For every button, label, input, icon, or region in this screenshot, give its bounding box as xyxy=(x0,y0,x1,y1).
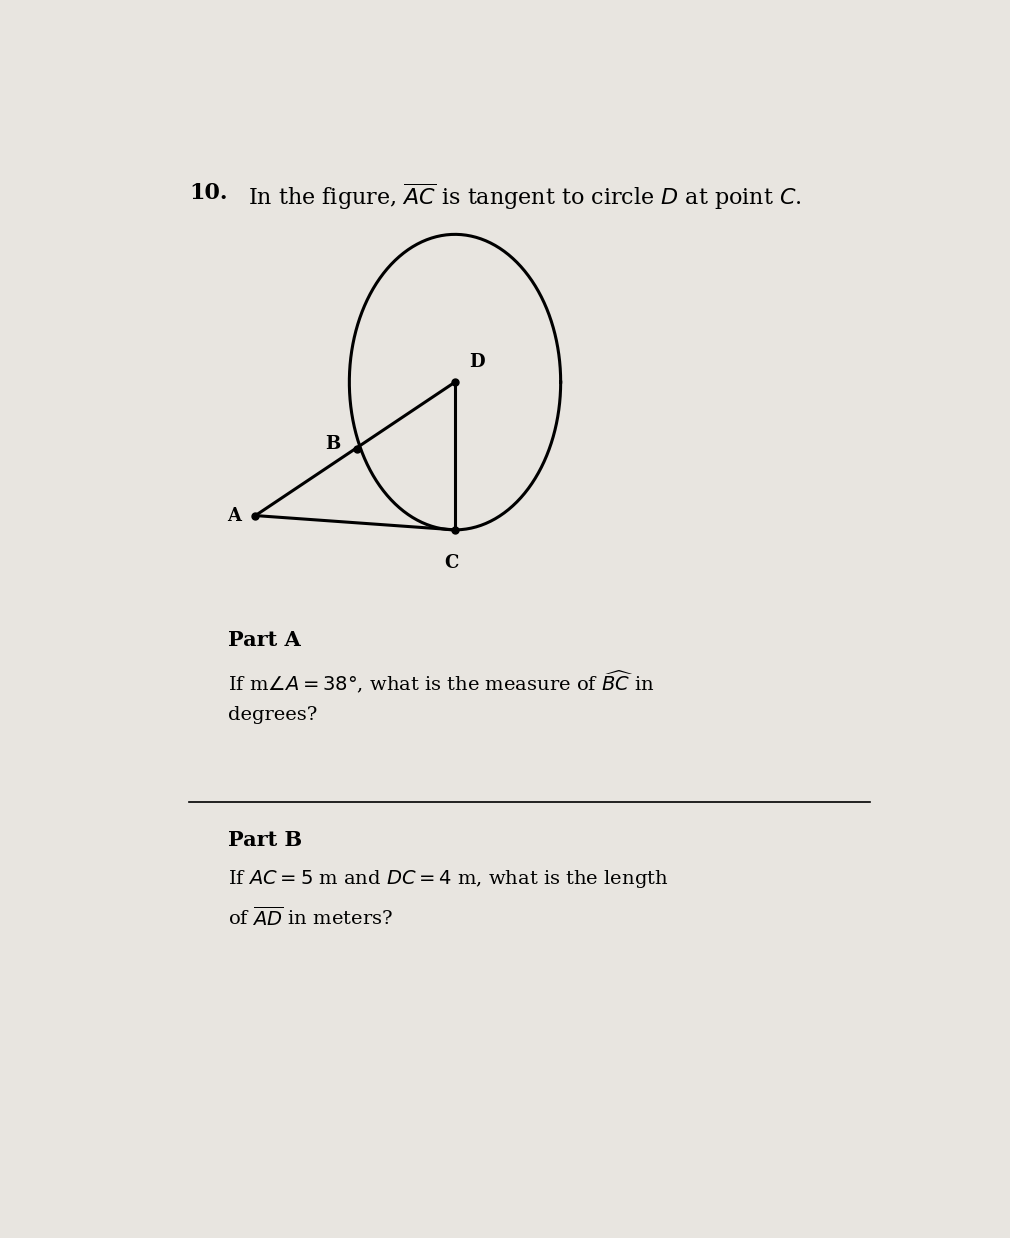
Text: If m$\angle A = 38°$, what is the measure of $\widehat{BC}$ in: If m$\angle A = 38°$, what is the measur… xyxy=(228,669,654,695)
Text: B: B xyxy=(324,435,340,453)
Text: of $\overline{AD}$ in meters?: of $\overline{AD}$ in meters? xyxy=(228,906,393,930)
Text: If $AC = 5$ m and $DC = 4$ m, what is the length: If $AC = 5$ m and $DC = 4$ m, what is th… xyxy=(228,868,669,890)
Text: degrees?: degrees? xyxy=(228,706,317,724)
Text: Part B: Part B xyxy=(228,831,302,851)
Text: Part A: Part A xyxy=(228,630,301,650)
Text: A: A xyxy=(227,506,241,525)
Text: D: D xyxy=(469,353,485,370)
Text: In the figure, $\overline{AC}$ is tangent to circle $D$ at point $C$.: In the figure, $\overline{AC}$ is tangen… xyxy=(247,182,802,213)
Text: C: C xyxy=(444,553,459,572)
Text: 10.: 10. xyxy=(189,182,227,204)
